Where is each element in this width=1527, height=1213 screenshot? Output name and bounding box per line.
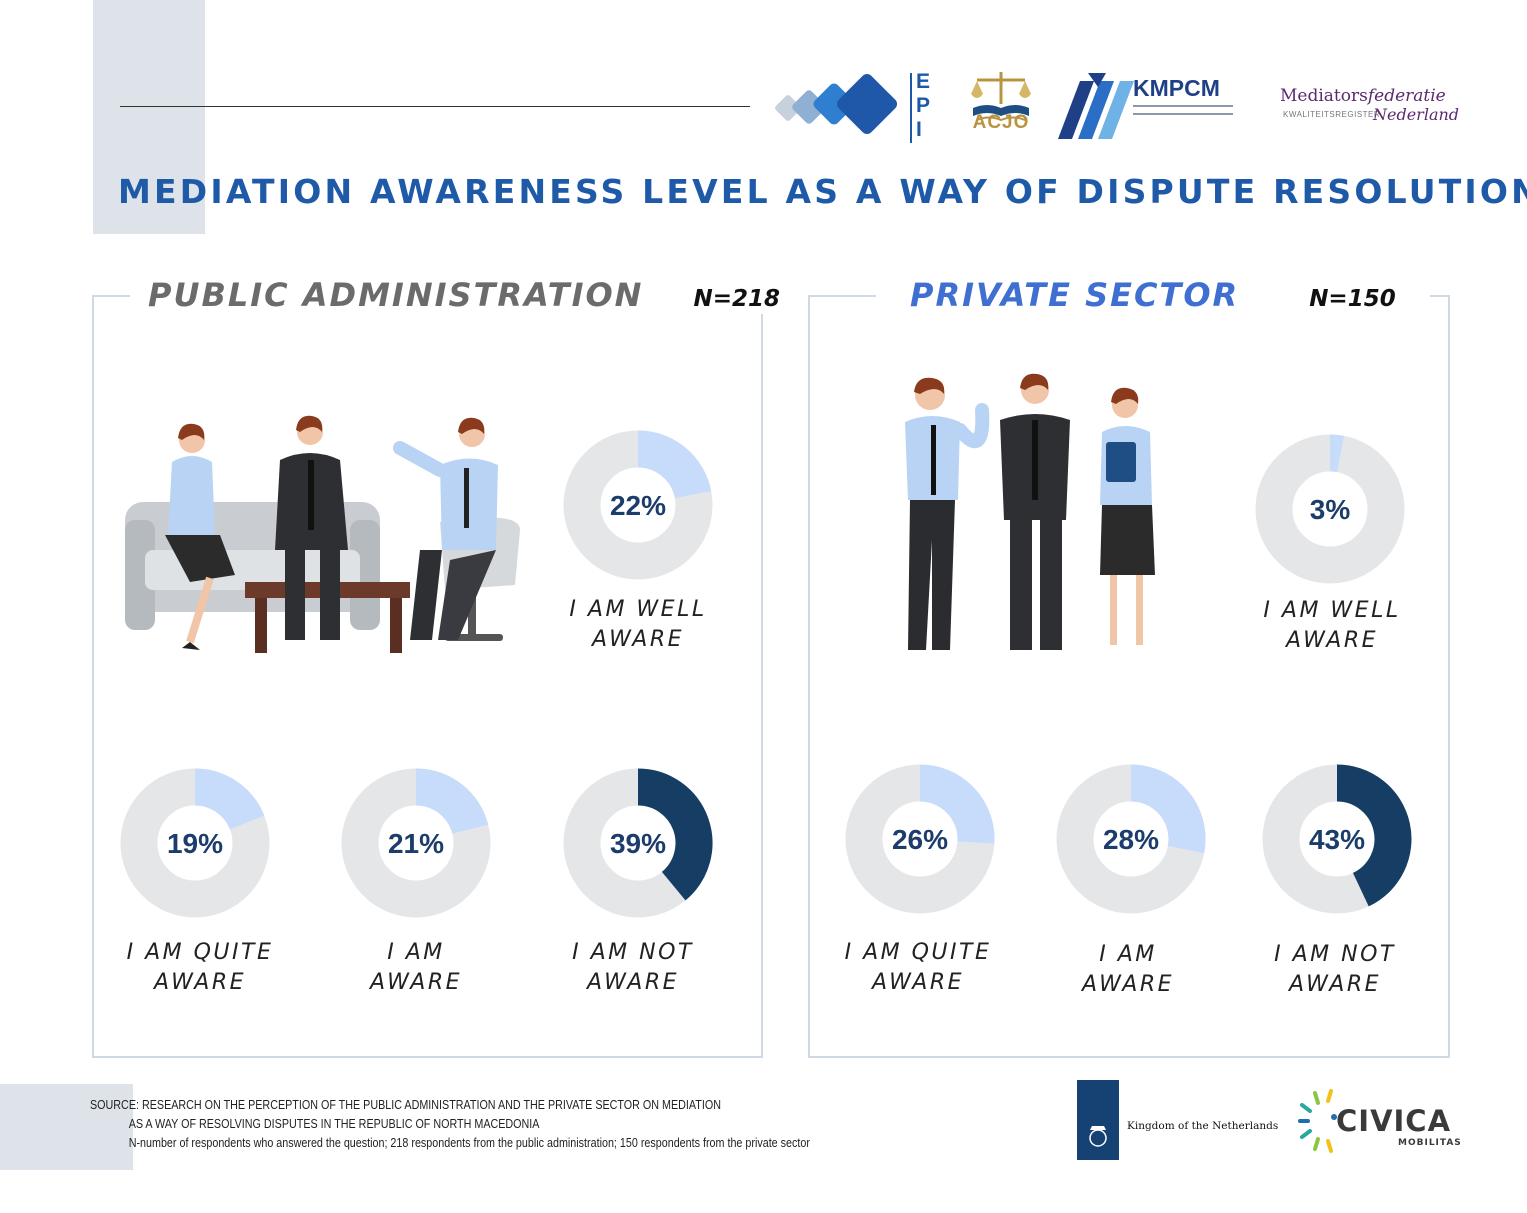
private-aware-percent-label: 28% xyxy=(1103,824,1159,855)
meeting-illustration xyxy=(120,410,530,660)
private-aware-label-line1: I AM xyxy=(1099,942,1157,967)
kwaliteitsregister-text: KWALITEITSREGISTER xyxy=(1283,110,1381,119)
public-aware-label: I AM AWARE xyxy=(316,938,516,998)
public-n-label: N=218 xyxy=(693,286,780,312)
civica-mobilitas-logo: CIVICA MOBILITAS xyxy=(1298,1075,1461,1155)
public-well-aware-percent-label: 22% xyxy=(610,490,666,521)
kmpcm-subtext-lines xyxy=(1133,105,1233,115)
acjo-text: ACJO xyxy=(972,112,1030,133)
private-quite-aware-donut-slice xyxy=(919,764,995,844)
source-footnote: SOURCE: RESEARCH ON THE PERCEPTION OF TH… xyxy=(90,1096,810,1153)
private-well-aware-label: I AM WELL AWARE xyxy=(1232,596,1432,656)
private-aware-label: I AM AWARE xyxy=(1028,940,1228,1000)
header-grey-block xyxy=(93,0,205,234)
private-well-aware-label-line1: I AM WELL xyxy=(1263,598,1401,623)
public-quite-aware-donut-slice xyxy=(194,768,265,831)
public-well-aware-donut: 22% xyxy=(563,430,713,580)
public-aware-donut-slice xyxy=(415,768,489,835)
public-not-aware-donut: 39% xyxy=(563,768,713,918)
netherlands-text: Kingdom of the Netherlands xyxy=(1127,1120,1279,1132)
public-quite-aware-percent-label: 19% xyxy=(167,828,223,859)
footnote-line-3: N-number of respondents who answered the… xyxy=(128,1136,810,1150)
private-quite-aware-label-line1: I AM QUITE xyxy=(844,940,992,965)
public-aware-percent-label: 21% xyxy=(388,828,444,859)
private-not-aware-label-line1: I AM NOT xyxy=(1274,942,1396,967)
public-administration-header: PUBLIC ADMINISTRATION N=218 xyxy=(130,276,798,314)
header-rule xyxy=(120,106,750,107)
public-not-aware-donut-slice xyxy=(637,768,713,901)
private-aware-label-line2: AWARE xyxy=(1081,972,1175,997)
public-well-aware-label-line1: I AM WELL xyxy=(569,597,707,622)
private-well-aware-percent-label: 3% xyxy=(1310,494,1351,525)
private-not-aware-donut: 43% xyxy=(1262,764,1412,914)
public-well-aware-label-line2: AWARE xyxy=(591,627,685,652)
acjo-logo: ACJO xyxy=(965,68,1037,144)
footnote-line-1: SOURCE: RESEARCH ON THE PERCEPTION OF TH… xyxy=(90,1098,721,1112)
public-quite-aware-label-line1: I AM QUITE xyxy=(126,940,274,965)
kmpcm-logo: KMPCM xyxy=(1058,73,1243,141)
civica-text: CIVICA xyxy=(1336,1104,1452,1138)
private-not-aware-label-line2: AWARE xyxy=(1288,972,1382,997)
epi-text: EPI xyxy=(916,70,931,141)
mobilitas-text: MOBILITAS xyxy=(1398,1138,1462,1148)
private-well-aware-donut: 3% xyxy=(1255,434,1405,584)
nederland-word: Nederland xyxy=(1373,105,1460,124)
mediators-word: Mediators xyxy=(1280,86,1368,106)
private-not-aware-label: I AM NOT AWARE xyxy=(1235,940,1435,1000)
private-sector-header: PRIVATE SECTOR N=150 xyxy=(876,276,1430,314)
epi-logo: EPI xyxy=(770,70,935,145)
private-aware-donut: 28% xyxy=(1056,764,1206,914)
private-sector-title: PRIVATE SECTOR xyxy=(910,276,1240,314)
private-well-aware-donut-slice xyxy=(1329,434,1344,473)
netherlands-logo: Kingdom of the Netherlands xyxy=(1077,1080,1279,1160)
footnote-line-2: AS A WAY OF RESOLVING DISPUTES IN THE RE… xyxy=(128,1117,540,1131)
private-not-aware-donut-slice xyxy=(1336,764,1412,907)
business-people-illustration xyxy=(870,370,1170,665)
public-quite-aware-donut: 19% xyxy=(120,768,270,918)
private-quite-aware-label-line2: AWARE xyxy=(871,970,965,995)
public-quite-aware-label-line2: AWARE xyxy=(153,970,247,995)
public-aware-donut: 21% xyxy=(341,768,491,918)
public-not-aware-label-line2: AWARE xyxy=(586,970,680,995)
private-not-aware-percent-label: 43% xyxy=(1309,824,1365,855)
kmpcm-text: KMPCM xyxy=(1133,75,1220,101)
page-title: MEDIATION AWARENESS LEVEL AS A WAY OF DI… xyxy=(118,172,1527,211)
private-n-label: N=150 xyxy=(1309,286,1396,312)
private-well-aware-label-line2: AWARE xyxy=(1285,628,1379,653)
footer-grey-block xyxy=(0,1084,133,1170)
public-not-aware-percent-label: 39% xyxy=(610,828,666,859)
public-not-aware-label-line1: I AM NOT xyxy=(572,940,694,965)
public-aware-label-line1: I AM xyxy=(387,940,445,965)
public-well-aware-donut-slice xyxy=(637,430,712,499)
public-not-aware-label: I AM NOT AWARE xyxy=(533,938,733,998)
private-quite-aware-percent-label: 26% xyxy=(892,824,948,855)
private-quite-aware-label: I AM QUITE AWARE xyxy=(818,938,1018,998)
public-aware-label-line2: AWARE xyxy=(369,970,463,995)
public-well-aware-label: I AM WELL AWARE xyxy=(538,595,738,655)
private-quite-aware-donut: 26% xyxy=(845,764,995,914)
mediatorsfederatie-logo: Mediatorsfederatie KWALITEITSREGISTER Ne… xyxy=(1265,86,1459,130)
public-quite-aware-label: I AM QUITE AWARE xyxy=(100,938,300,998)
public-administration-title: PUBLIC ADMINISTRATION xyxy=(148,276,644,314)
private-aware-donut-slice xyxy=(1130,764,1206,853)
federatie-word: federatie xyxy=(1367,86,1446,106)
